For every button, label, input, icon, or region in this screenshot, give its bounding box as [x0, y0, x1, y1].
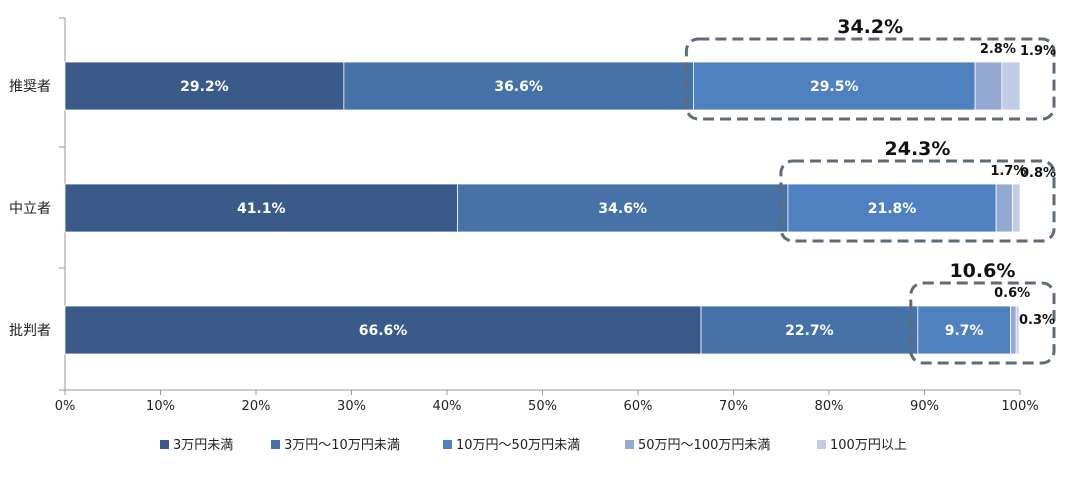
segment-label: 0.3%	[1019, 313, 1055, 328]
legend: 3万円未満 3万円～10万円未満 10万円～50万円未満 50万円～100万円未満 10…	[160, 438, 907, 453]
legend-label: 10万円～50万円未満	[456, 438, 580, 453]
legend-swatch	[443, 440, 452, 449]
segment-label: 34.6%	[598, 201, 647, 217]
bar-segment	[457, 183, 789, 233]
x-tick-label: 50%	[528, 399, 557, 414]
bars	[64, 61, 1021, 355]
segment-label: 29.5%	[810, 79, 859, 95]
segment-label: 21.8%	[868, 201, 917, 217]
legend-swatch	[271, 440, 280, 449]
x-tick-label: 60%	[624, 399, 653, 414]
category-label: 中立者	[9, 201, 51, 217]
legend-label: 3万円未満	[173, 438, 233, 453]
bar-segment	[64, 183, 458, 233]
bar-segment	[343, 61, 694, 111]
segment-label: 9.7%	[945, 323, 984, 339]
segment-label: 2.8%	[980, 42, 1016, 57]
legend-label: 50万円～100万円未満	[638, 438, 770, 453]
x-tick-label: 20%	[242, 399, 271, 414]
legend-swatch	[817, 440, 826, 449]
highlight-box	[684, 37, 1056, 121]
group-total-label: 34.2%	[837, 16, 903, 38]
bar-segment	[1011, 183, 1021, 233]
segment-label: 0.8%	[1020, 166, 1056, 181]
bar-segment	[700, 305, 919, 355]
bar-segment	[917, 305, 1011, 355]
x-tick-label: 90%	[910, 399, 939, 414]
group-total-label: 10.6%	[949, 260, 1015, 282]
axes: 0% 10% 20% 30% 40% 50% 60% 70% 80% 90% 100% 推奨者中立者批…	[9, 17, 1039, 414]
bar-segment	[1010, 305, 1017, 355]
x-tick-label: 0%	[55, 399, 76, 414]
segment-label: 0.6%	[994, 286, 1030, 301]
x-tick-label: 70%	[719, 399, 748, 414]
bar-segment	[692, 61, 976, 111]
legend-label: 100万円以上	[830, 438, 907, 453]
bar-segment	[974, 61, 1003, 111]
x-tick-label: 80%	[815, 399, 844, 414]
segment-label: 41.1%	[237, 201, 286, 217]
segment-label: 66.6%	[359, 323, 408, 339]
bar-segment	[787, 183, 997, 233]
segment-label: 36.6%	[494, 79, 543, 95]
x-tick-label: 40%	[433, 399, 462, 414]
segment-label: 1.9%	[1020, 44, 1056, 59]
segment-label: 29.2%	[180, 79, 229, 95]
group-total-label: 24.3%	[885, 138, 951, 160]
highlight-boxes	[684, 37, 1056, 365]
segment-label: 22.7%	[785, 323, 834, 339]
x-tick-label: 100%	[1001, 399, 1038, 414]
bar-segment	[1001, 61, 1021, 111]
highlight-box	[779, 159, 1056, 243]
bar-segment	[1015, 305, 1020, 355]
data-labels: 34.2% 24.3% 10.6% 29.2% 36.6% 29.5% 2.8% 1.9% 41…	[180, 16, 1056, 339]
legend-swatch	[625, 440, 634, 449]
legend-label: 3万円～10万円未満	[284, 438, 400, 453]
bar-segment	[64, 61, 345, 111]
highlight-box	[909, 281, 1056, 365]
category-label: 批判者	[9, 323, 51, 339]
bar-segment	[995, 183, 1013, 233]
bar-segment	[64, 305, 702, 355]
x-tick-label: 30%	[337, 399, 366, 414]
x-tick-label: 10%	[146, 399, 175, 414]
legend-swatch	[160, 440, 169, 449]
category-label: 推奨者	[9, 79, 51, 95]
segment-label: 1.7%	[990, 164, 1026, 179]
